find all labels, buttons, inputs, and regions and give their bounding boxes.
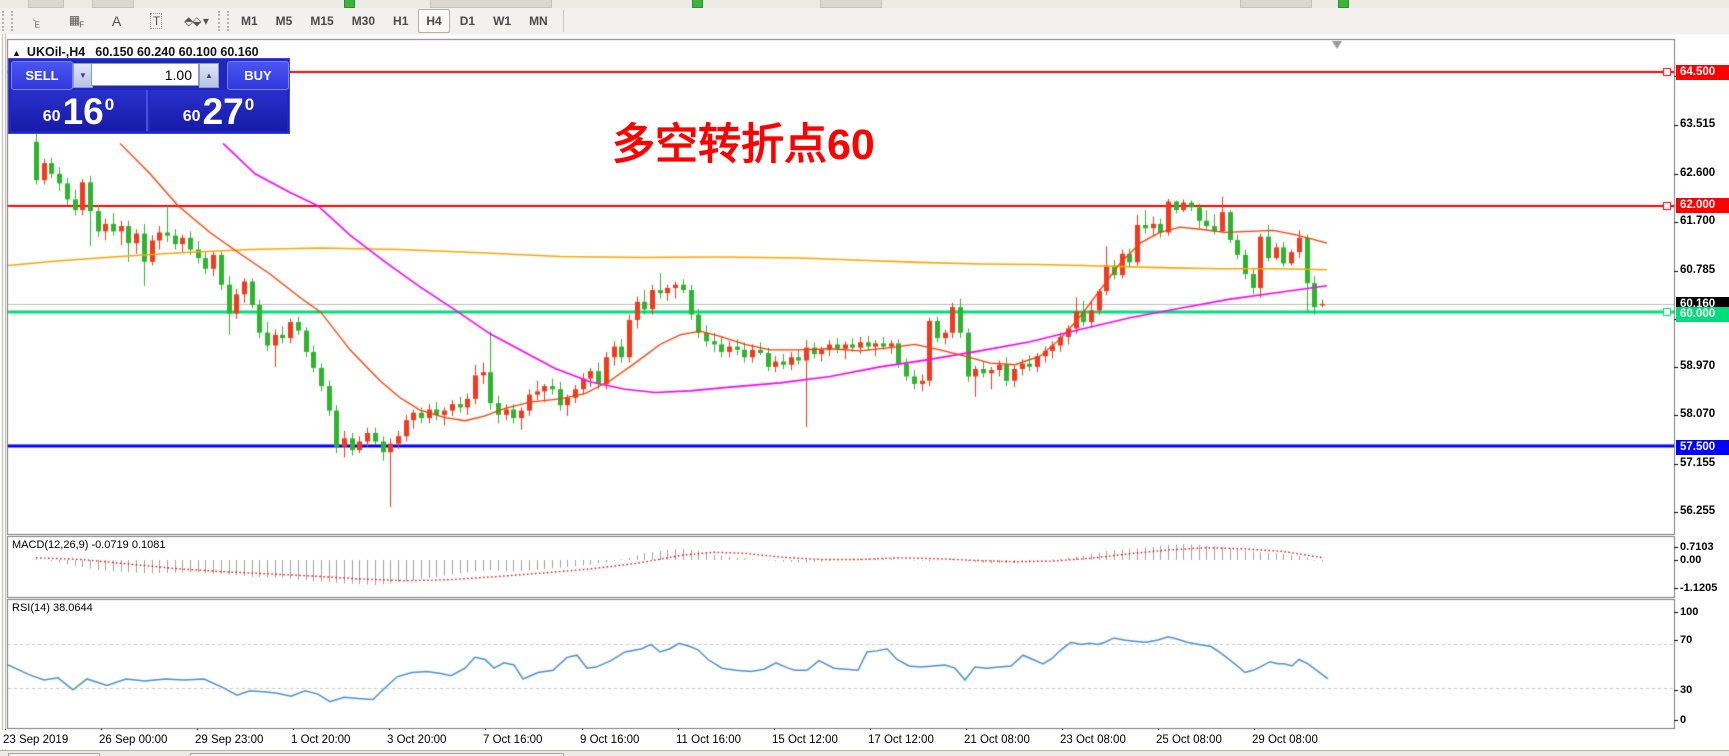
sell-button[interactable]: SELL xyxy=(11,61,73,90)
time-axis-label: 29 Sep 23:00 xyxy=(195,734,264,746)
volume-increase-button[interactable]: ▲ xyxy=(199,63,219,88)
rsi-indicator-label: RSI(14) 38.0644 xyxy=(12,602,93,614)
time-axis[interactable]: 23 Sep 2019 26 Sep 00:00 29 Sep 23:00 1 Oct… xyxy=(0,730,1729,749)
price-tick-label: 60.785 xyxy=(1680,264,1716,276)
buy-price-big: 27 xyxy=(202,91,244,132)
sell-price-big: 16 xyxy=(62,91,104,132)
volume-decrease-button[interactable]: ▼ xyxy=(73,63,93,88)
price-tick-label: 61.700 xyxy=(1680,215,1716,227)
ohlc-values: 60.150 60.240 60.100 60.160 xyxy=(95,45,259,59)
clipped-tab xyxy=(8,753,100,756)
symbol-period-label: UKOil-,H4 xyxy=(26,45,86,59)
price-tick-label: 57.155 xyxy=(1680,457,1716,469)
time-axis-label: 7 Oct 16:00 xyxy=(483,734,543,746)
chinese-annotation-text: 多空转折点60 xyxy=(612,121,875,169)
macd-tick-label: -1.1205 xyxy=(1680,582,1718,594)
price-tick-label: 62.600 xyxy=(1680,167,1716,179)
sell-price-display[interactable]: 60 16 0 xyxy=(11,90,148,131)
rsi-tick-label: 70 xyxy=(1680,634,1693,646)
rsi-tick-label: 30 xyxy=(1680,684,1693,696)
price-tick-label: 56.255 xyxy=(1680,505,1716,517)
one-click-trading-panel: SELL ▼ 1.00 ▲ BUY 60 16 0 60 27 0 xyxy=(8,58,290,134)
time-axis-label: 25 Oct 08:00 xyxy=(1156,734,1222,746)
time-axis-label: 29 Oct 08:00 xyxy=(1252,734,1318,746)
buy-price-prefix: 60 xyxy=(182,108,201,125)
collapse-arrow-icon[interactable]: ▲ xyxy=(12,48,21,58)
price-tick-label: 58.970 xyxy=(1680,360,1716,372)
time-axis-label: 9 Oct 16:00 xyxy=(580,734,640,746)
sell-price-sup: 0 xyxy=(104,95,115,114)
macd-tick-label: 0.00 xyxy=(1680,554,1702,566)
price-tick-label: 58.070 xyxy=(1680,408,1716,420)
time-axis-label: 15 Oct 12:00 xyxy=(772,734,838,746)
time-axis-label: 1 Oct 20:00 xyxy=(291,734,351,746)
time-axis-label: 11 Oct 16:00 xyxy=(676,734,741,746)
volume-input[interactable]: 1.00 xyxy=(91,63,199,86)
buy-button[interactable]: BUY xyxy=(227,61,289,90)
buy-price-display[interactable]: 60 27 0 xyxy=(150,90,287,131)
price-tick-label: 63.515 xyxy=(1680,118,1716,130)
clipped-bottom-tab-bar xyxy=(0,750,1729,756)
time-axis-label: 21 Oct 08:00 xyxy=(964,734,1030,746)
price-line-badge: 64.500 xyxy=(1676,64,1729,80)
macd-tick-label: 0.7103 xyxy=(1680,541,1714,553)
chart-title: ▲ UKOil-,H4 60.150 60.240 60.100 60.160 xyxy=(12,45,259,59)
time-axis-label: 23 Oct 08:00 xyxy=(1060,734,1126,746)
time-axis-label: 26 Sep 00:00 xyxy=(99,734,168,746)
price-line-badge: 57.500 xyxy=(1676,439,1729,455)
price-line-badge: 60.000 xyxy=(1676,306,1729,322)
clipped-tab xyxy=(190,753,564,756)
time-axis-label: 3 Oct 20:00 xyxy=(387,734,447,746)
price-line-badge: 62.000 xyxy=(1676,197,1729,213)
rsi-tick-label: 100 xyxy=(1680,606,1699,618)
time-axis-label: 17 Oct 12:00 xyxy=(868,734,934,746)
rsi-tick-label: 0 xyxy=(1680,714,1687,726)
time-axis-label: 23 Sep 2019 xyxy=(3,734,69,746)
buy-price-sup: 0 xyxy=(244,95,255,114)
sell-price-prefix: 60 xyxy=(42,108,61,125)
macd-indicator-label: MACD(12,26,9) -0.0719 0.1081 xyxy=(12,539,166,551)
